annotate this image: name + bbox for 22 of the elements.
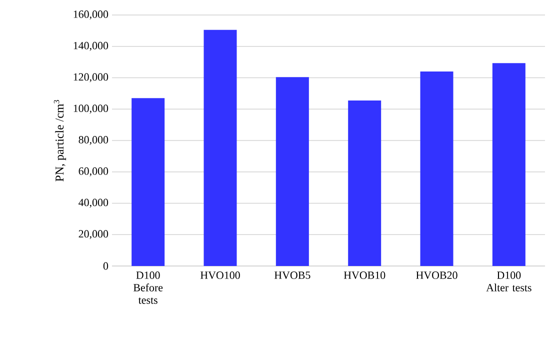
bar bbox=[204, 30, 237, 266]
bar bbox=[132, 98, 165, 266]
y-tick-label: 120,000 bbox=[74, 73, 108, 82]
y-tick-label: 20,000 bbox=[78, 230, 108, 240]
y-tick-label: 60,000 bbox=[78, 167, 108, 176]
x-tick-label: D100 Alter tests bbox=[486, 272, 532, 292]
y-axis-title: PN, particle /cm$^{3}$ bbox=[54, 100, 66, 182]
bar bbox=[276, 77, 309, 266]
x-tick-label: HVOB10 bbox=[344, 272, 386, 279]
x-tick-label: HVOB5 bbox=[274, 272, 310, 279]
bar bbox=[348, 100, 382, 266]
x-tick-label: HVO100 bbox=[200, 272, 240, 279]
y-tick-label: 140,000 bbox=[74, 42, 108, 51]
y-tick-label: 80,000 bbox=[78, 136, 108, 145]
x-tick-label: D100 Before tests bbox=[133, 272, 163, 304]
x-tick-label: HVOB20 bbox=[416, 272, 458, 279]
y-tick-label: 100,000 bbox=[74, 104, 108, 114]
bar bbox=[420, 71, 454, 266]
y-tick-label: 0 bbox=[103, 262, 108, 270]
y-tick-label: 160,000 bbox=[74, 10, 108, 20]
bar bbox=[492, 63, 526, 266]
y-tick-label: 40,000 bbox=[78, 198, 108, 208]
